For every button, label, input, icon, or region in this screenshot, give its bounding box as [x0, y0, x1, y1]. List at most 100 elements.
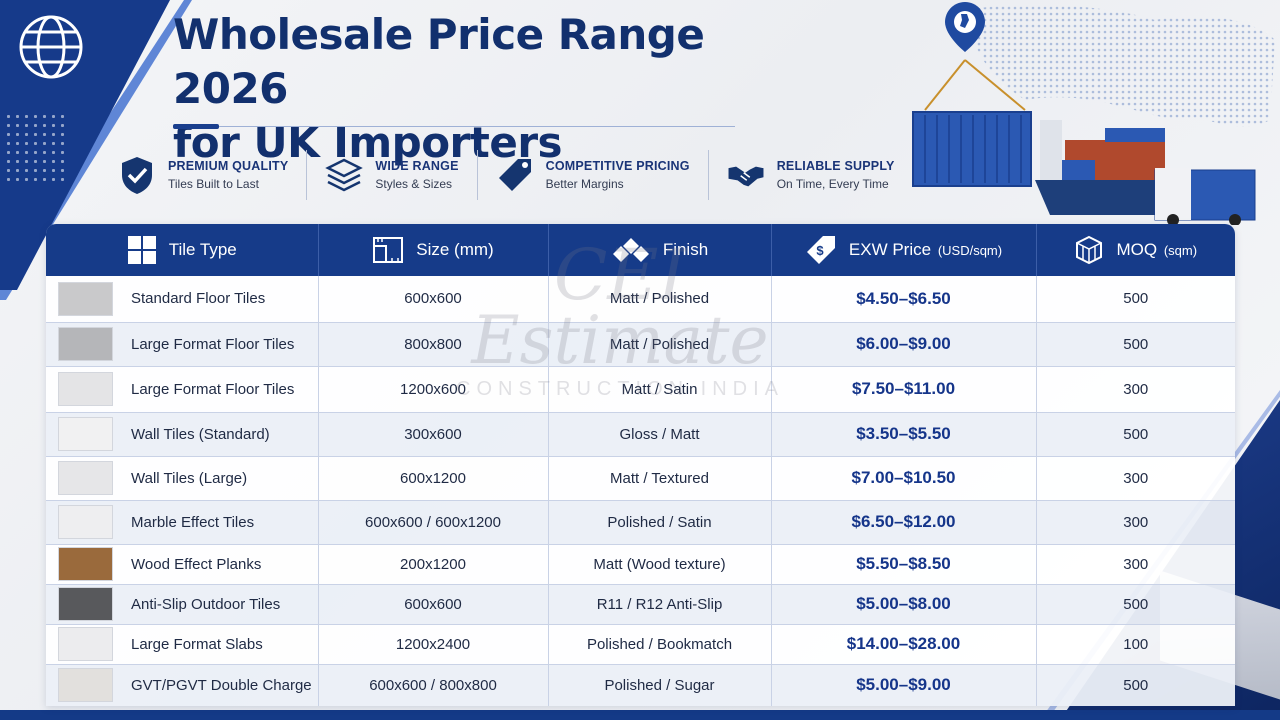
cell-size: 600x600 / 800x800	[318, 664, 549, 706]
table-row: Marble Effect Tiles 600x600 / 600x1200 Pol…	[46, 500, 1235, 545]
column-header-size: Size (mm)	[318, 224, 549, 276]
cell-tile-type: Wall Tiles (Large)	[46, 456, 319, 501]
title-divider	[173, 126, 735, 127]
column-header-finish: Finish	[548, 224, 772, 276]
cell-finish: Gloss / Matt	[548, 412, 772, 457]
price-table-container: Tile Type Size (mm) Finish $ EXW Price (…	[46, 224, 1235, 706]
title-divider-accent	[173, 124, 219, 129]
feature-subtitle: Better Margins	[545, 177, 624, 191]
cell-price: $3.50–$5.50	[771, 412, 1037, 457]
table-row: Large Format Floor Tiles 800x800 Matt / Po…	[46, 322, 1235, 367]
column-header-tile-type: Tile Type	[46, 224, 319, 276]
cell-moq: 500	[1036, 584, 1235, 625]
tile-type-label: Anti-Slip Outdoor Tiles	[131, 595, 281, 613]
cell-size: 600x1200	[318, 456, 549, 501]
cell-size: 1200x2400	[318, 624, 549, 665]
cell-tile-type: Marble Effect Tiles	[46, 500, 319, 545]
feature-title: WIDE RANGE	[375, 159, 459, 173]
column-header-moq: MOQ (sqm)	[1036, 224, 1235, 276]
tile-swatch-image	[58, 547, 113, 581]
column-header-exw-price: $ EXW Price (USD/sqm)	[771, 224, 1037, 276]
cell-price: $14.00–$28.00	[771, 624, 1037, 665]
handshake-icon	[727, 155, 765, 195]
cell-finish: R11 / R12 Anti-Slip	[548, 584, 772, 625]
cell-size: 200x1200	[318, 544, 549, 585]
table-row: Standard Floor Tiles 600x600 Matt / Polish…	[46, 276, 1235, 323]
cell-moq: 500	[1036, 412, 1235, 457]
price-tag-icon	[496, 155, 534, 195]
table-row: Large Format Floor Tiles 1200x600 Matt / S…	[46, 366, 1235, 413]
cell-size: 300x600	[318, 412, 549, 457]
table-row: Wall Tiles (Large) 600x1200 Matt / Texture…	[46, 456, 1235, 501]
cell-size: 800x800	[318, 322, 549, 367]
table-row: Wall Tiles (Standard) 300x600 Gloss / Matt…	[46, 412, 1235, 457]
cell-tile-type: Large Format Slabs	[46, 624, 319, 665]
tile-grid-icon	[127, 236, 156, 264]
cell-size: 1200x600	[318, 366, 549, 413]
title-line-1: Wholesale Price Range 2026	[173, 10, 705, 113]
column-header-label: MOQ	[1116, 240, 1158, 259]
tile-type-label: GVT/PGVT Double Charge	[131, 676, 312, 694]
feature-title: PREMIUM QUALITY	[168, 159, 289, 173]
tile-type-label: Wall Tiles (Large)	[131, 469, 248, 487]
cell-price: $7.00–$10.50	[771, 456, 1037, 501]
tile-type-label: Large Format Floor Tiles	[131, 380, 295, 398]
column-header-unit: (USD/sqm)	[937, 243, 1003, 258]
feature-subtitle: Tiles Built to Last	[168, 177, 259, 191]
cell-finish: Matt / Textured	[548, 456, 772, 501]
map-pin-icon	[945, 2, 985, 52]
tile-swatch-image	[58, 281, 113, 316]
cell-price: $5.50–$8.50	[771, 544, 1037, 585]
cell-moq: 300	[1036, 456, 1235, 501]
cell-finish: Polished / Bookmatch	[548, 624, 772, 665]
cell-moq: 100	[1036, 624, 1235, 665]
feature-subtitle: On Time, Every Time	[776, 177, 889, 191]
table-body: Standard Floor Tiles 600x600 Matt / Polish…	[46, 276, 1235, 706]
cell-moq: 300	[1036, 544, 1235, 585]
tile-swatch-image	[58, 668, 113, 702]
cell-tile-type: Anti-Slip Outdoor Tiles	[46, 584, 319, 625]
table-row: Large Format Slabs 1200x2400 Polished / Bo…	[46, 624, 1235, 665]
tile-swatch-image	[58, 417, 113, 451]
tile-type-label: Wood Effect Planks	[131, 555, 262, 573]
column-header-label: Tile Type	[168, 240, 237, 259]
cell-tile-type: GVT/PGVT Double Charge	[46, 664, 319, 706]
tile-type-label: Large Format Floor Tiles	[131, 335, 295, 353]
feature-title: RELIABLE SUPPLY	[776, 159, 895, 173]
table-row: Wood Effect Planks 200x1200 Matt (Wood tex…	[46, 544, 1235, 585]
feature-reliable-supply: RELIABLE SUPPLY On Time, Every Time	[707, 150, 913, 200]
cell-finish: Polished / Satin	[548, 500, 772, 545]
cell-size: 600x600	[318, 276, 549, 323]
column-header-label: Finish	[662, 240, 709, 259]
feature-strip: PREMIUM QUALITY Tiles Built to Last WIDE …	[118, 150, 913, 200]
table-row: GVT/PGVT Double Charge 600x600 / 800x800 P…	[46, 664, 1235, 706]
feature-wide-range: WIDE RANGE Styles & Sizes	[306, 150, 476, 200]
feature-competitive-pricing: COMPETITIVE PRICING Better Margins	[476, 150, 708, 200]
tile-swatch-image	[58, 587, 113, 621]
table-header-row: Tile Type Size (mm) Finish $ EXW Price (…	[46, 224, 1235, 276]
bottom-bar	[0, 710, 1280, 720]
column-header-unit: (sqm)	[1163, 243, 1198, 258]
diamond-tiles-icon	[612, 238, 649, 262]
cell-moq: 500	[1036, 276, 1235, 323]
feature-subtitle: Styles & Sizes	[375, 177, 453, 191]
feature-premium-quality: PREMIUM QUALITY Tiles Built to Last	[118, 150, 306, 200]
price-table: Tile Type Size (mm) Finish $ EXW Price (…	[46, 224, 1235, 706]
column-header-label: Size (mm)	[416, 240, 494, 259]
cell-size: 600x600 / 600x1200	[318, 500, 549, 545]
column-header-label: EXW Price	[848, 240, 932, 259]
boxes-icon	[1076, 235, 1103, 265]
ruler-square-icon	[373, 237, 404, 263]
tile-type-label: Wall Tiles (Standard)	[131, 425, 270, 443]
shipping-illustration	[912, 2, 1275, 225]
table-row: Anti-Slip Outdoor Tiles 600x600 R11 / R12 …	[46, 584, 1235, 625]
cell-moq: 300	[1036, 500, 1235, 545]
cell-price: $6.50–$12.00	[771, 500, 1037, 545]
cell-moq: 500	[1036, 664, 1235, 706]
cell-price: $4.50–$6.50	[771, 276, 1037, 323]
cell-finish: Matt (Wood texture)	[548, 544, 772, 585]
cell-tile-type: Large Format Floor Tiles	[46, 322, 319, 367]
cell-price: $5.00–$8.00	[771, 584, 1037, 625]
cell-size: 600x600	[318, 584, 549, 625]
cell-moq: 300	[1036, 366, 1235, 413]
